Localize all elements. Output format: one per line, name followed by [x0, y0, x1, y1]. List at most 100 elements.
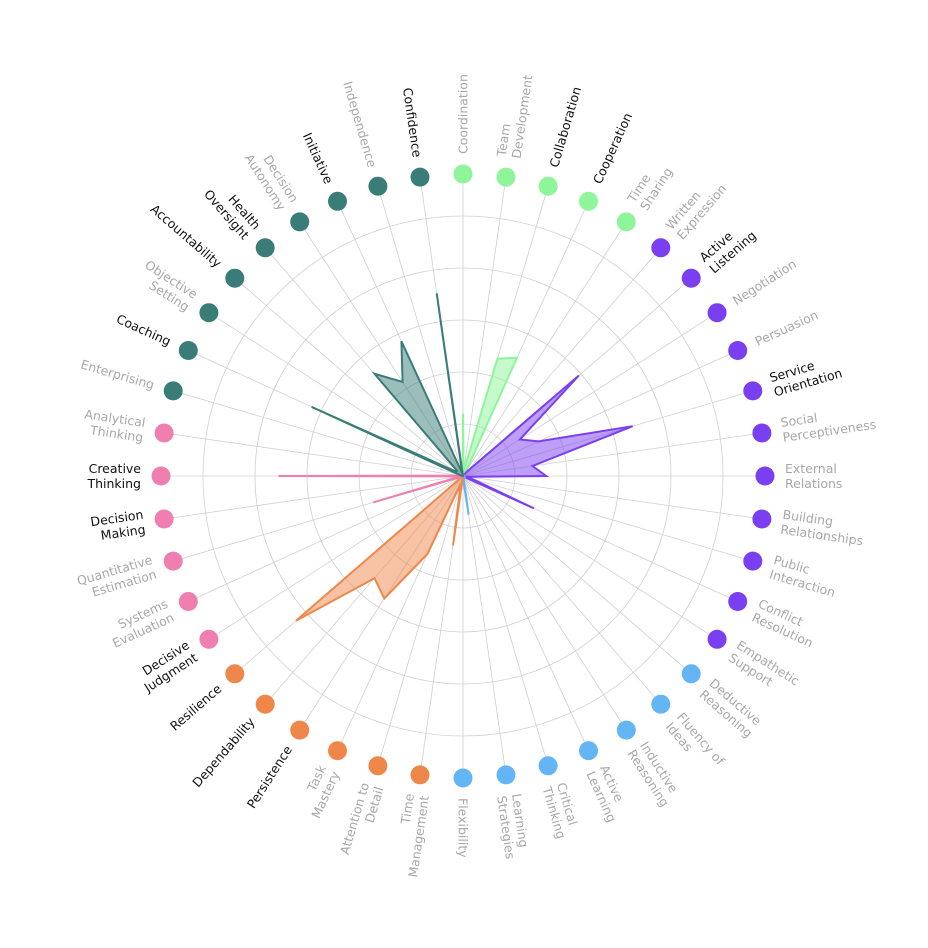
category-label: Attention toDetail — [337, 781, 387, 861]
category-label-line: Creative — [89, 461, 142, 476]
category-label-line: Relations — [785, 476, 842, 491]
category-label: Dependability — [189, 714, 258, 790]
series-area-orange — [295, 473, 465, 622]
category-marker — [453, 164, 473, 184]
category-label: Independence — [340, 80, 380, 170]
category-marker — [410, 765, 430, 785]
category-marker — [163, 381, 183, 401]
category-label-line: Coordination — [455, 74, 470, 154]
category-marker — [255, 238, 275, 258]
series-area-blue — [462, 473, 470, 515]
category-marker — [743, 551, 763, 571]
category-marker — [752, 423, 772, 443]
category-label-line: Confidence — [400, 87, 425, 159]
category-label-line: Persistence — [244, 742, 295, 811]
category-label: External Relations — [785, 461, 842, 491]
series-area-purple — [461, 374, 633, 510]
category-label: SystemsEvaluation — [104, 596, 176, 651]
category-marker — [178, 592, 198, 611]
category-label: Coordination — [455, 74, 470, 154]
category-label: Persistence — [244, 742, 295, 811]
category-label-line: Independence — [340, 80, 380, 170]
category-marker — [154, 423, 174, 443]
category-marker — [199, 303, 219, 323]
grid-spoke — [462, 221, 627, 477]
category-marker — [255, 694, 275, 714]
category-marker — [225, 664, 245, 684]
category-marker — [290, 212, 310, 232]
category-label-line: Collaboration — [546, 85, 584, 169]
category-label: TimeSharing — [624, 157, 676, 214]
category-marker — [755, 466, 775, 486]
grid-spoke — [173, 390, 464, 477]
category-label: HealthOversight — [201, 177, 264, 243]
category-marker — [579, 191, 598, 211]
category-label: Flexibility — [456, 798, 471, 858]
category-label: ObjectiveSetting — [134, 257, 200, 314]
category-marker — [453, 768, 473, 788]
category-label-line: Initiative — [300, 130, 336, 186]
category-label-line: Time — [398, 792, 417, 826]
grid-spoke — [462, 475, 507, 775]
category-label-line: Dependability — [189, 714, 258, 790]
category-label: Coaching — [114, 311, 173, 349]
radar-series — [278, 293, 633, 622]
grid-spoke — [462, 475, 589, 751]
category-label-line: Resilience — [167, 681, 225, 734]
category-marker — [496, 765, 516, 785]
category-label-line: Enterprising — [79, 357, 156, 393]
grid-spoke — [234, 277, 464, 477]
category-label: Cooperation — [590, 110, 635, 186]
category-label-line: Cooperation — [590, 110, 635, 186]
category-label-line: Team — [494, 122, 514, 158]
category-label: LearningStrategies — [494, 793, 533, 860]
category-label: DeductiveReasoning — [697, 675, 766, 740]
category-label: Confidence — [400, 87, 425, 159]
grid-spoke — [462, 475, 692, 675]
category-marker — [368, 756, 388, 776]
category-labels: Coordination TeamDevelopment Collaboration… — [75, 72, 878, 878]
category-label: DecisionMaking — [89, 507, 146, 544]
category-label: TeamDevelopment — [494, 72, 536, 161]
category-label: ActiveListening — [696, 216, 759, 276]
category-label: InductiveReasoning — [625, 739, 685, 810]
category-label: ServiceOrientation — [768, 351, 844, 400]
grid-spoke — [462, 475, 662, 705]
category-label: CriticalThinking — [539, 780, 583, 841]
grid-spoke — [462, 475, 718, 640]
category-marker — [368, 176, 388, 196]
category-label-line: Development — [509, 74, 536, 160]
category-marker — [728, 341, 748, 360]
category-label: Resilience — [167, 681, 225, 734]
category-label: SocialPerceptiveness — [780, 402, 878, 445]
category-label: DecisionAutonomy — [242, 143, 302, 214]
category-label: AnalyticalThinking — [81, 406, 146, 444]
grid-spoke — [462, 475, 762, 520]
category-label: Collaboration — [546, 85, 584, 169]
category-marker — [743, 381, 763, 401]
category-label: PublicInteraction — [768, 552, 842, 600]
category-marker — [163, 551, 183, 571]
category-label-line: Persuasion — [753, 307, 821, 349]
category-label: Accountability — [148, 201, 225, 271]
category-label: EmpatheticSupport — [726, 637, 802, 701]
grid-spoke — [208, 312, 464, 477]
grid-spoke — [462, 475, 627, 731]
category-label-line: External — [785, 461, 837, 476]
category-marker — [616, 212, 636, 232]
category-label: Initiative — [300, 130, 336, 186]
grid-spoke — [377, 186, 464, 477]
category-label-line: Negotiation — [730, 256, 799, 308]
series-area-teal — [311, 293, 465, 478]
grid-spoke — [462, 475, 753, 562]
grid-spoke — [377, 475, 464, 766]
category-marker — [681, 268, 701, 288]
category-marker — [728, 592, 748, 611]
grid-spoke — [462, 247, 662, 477]
category-label: QuantitativeEstimation — [75, 552, 158, 603]
category-label: WrittenExpression — [662, 171, 729, 242]
series-area-pink — [278, 474, 466, 504]
grid-spoke — [462, 475, 549, 766]
category-label: Fluency ofIdeas — [663, 709, 728, 778]
